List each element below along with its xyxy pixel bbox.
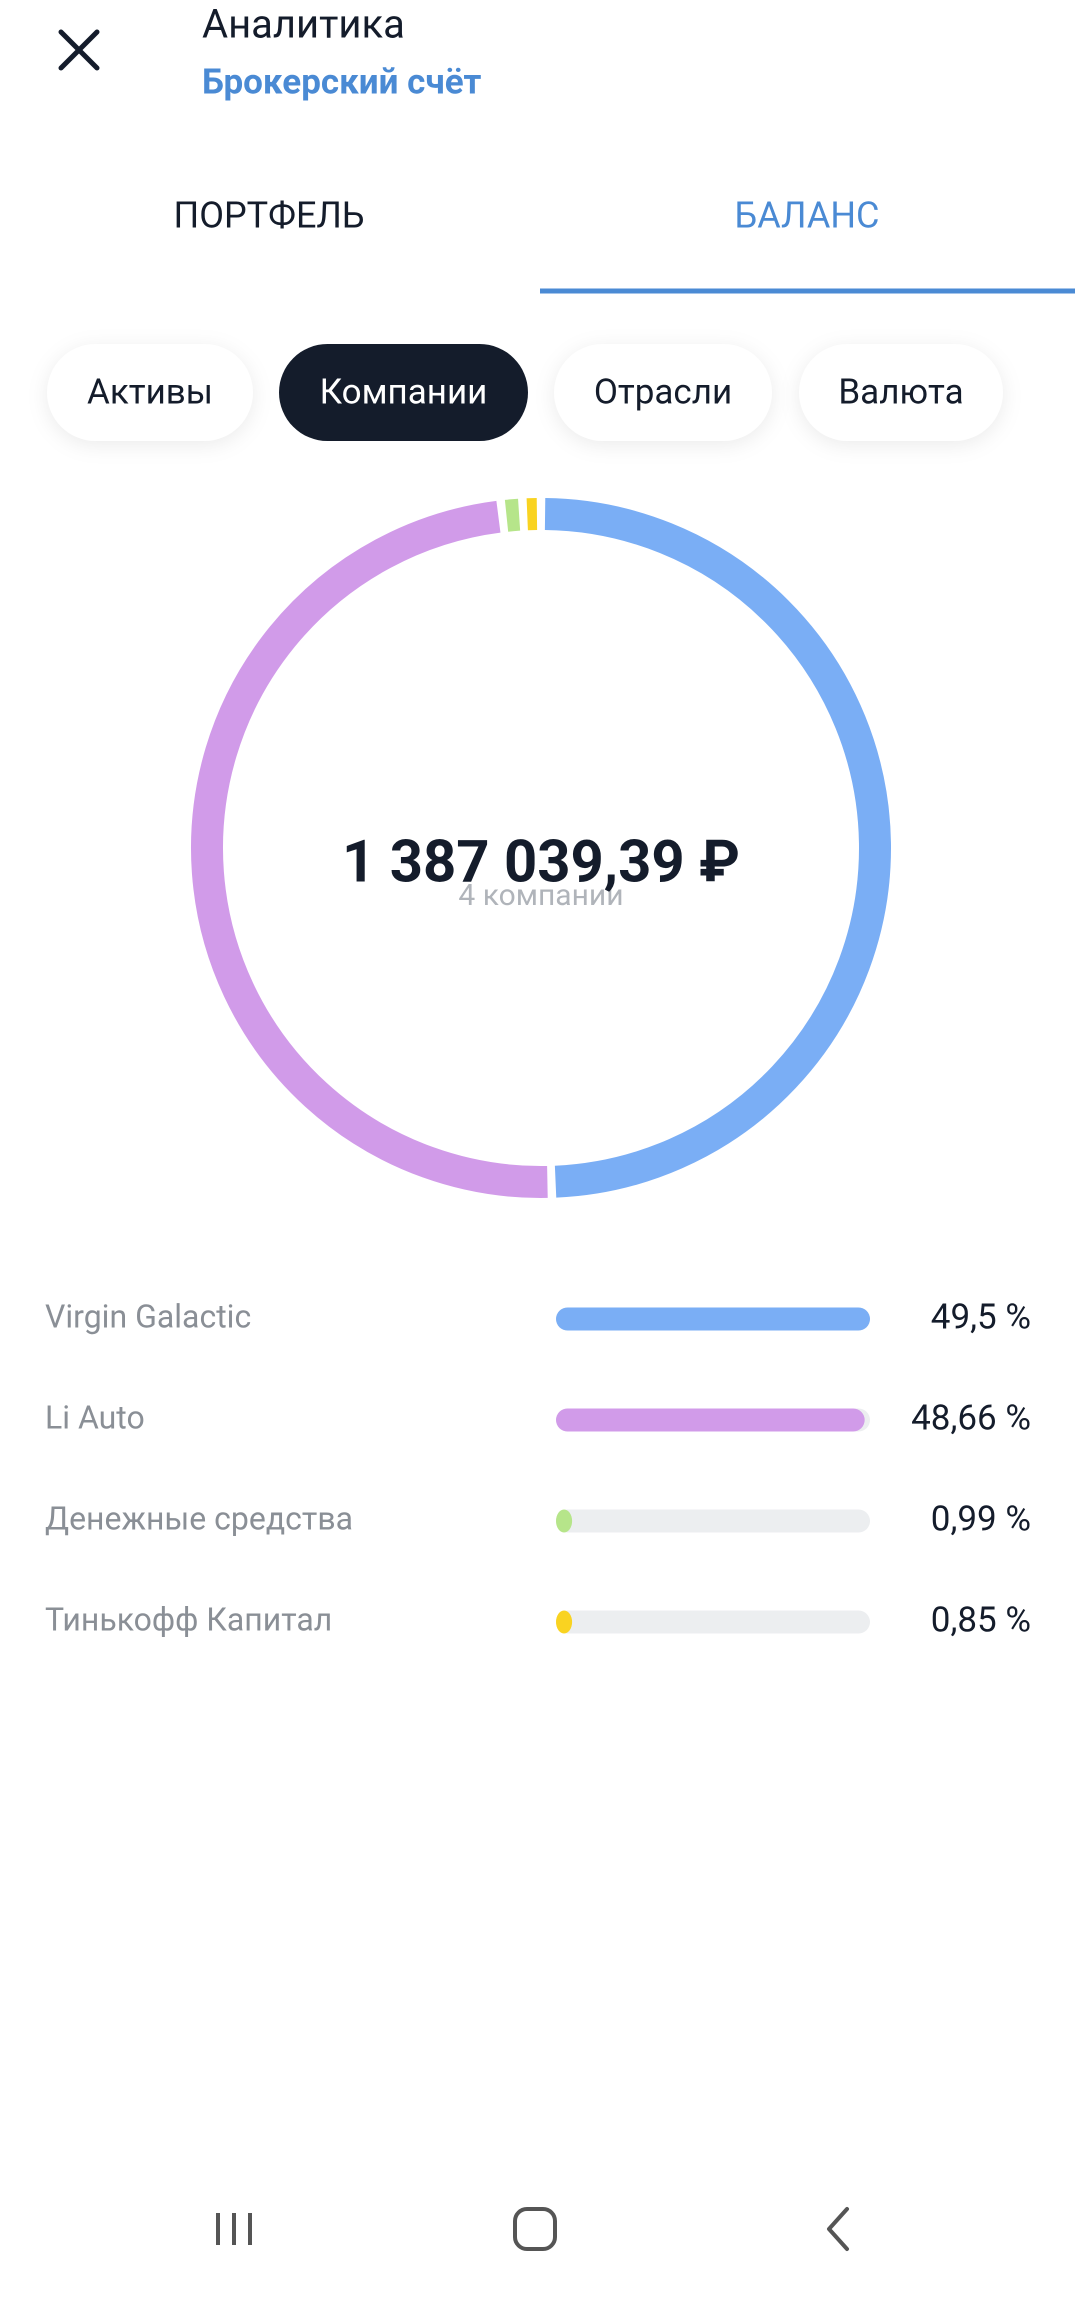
filter-chip[interactable]: Отрасли xyxy=(554,344,772,441)
legend-label: Li Auto xyxy=(45,1398,145,1436)
donut-segment xyxy=(507,515,520,516)
chip-label: Отрасли xyxy=(594,371,732,412)
filter-chip[interactable]: Компании xyxy=(279,344,528,441)
legend-label: Virgin Galactic xyxy=(45,1297,251,1335)
bar xyxy=(556,1409,865,1432)
bar xyxy=(556,1308,870,1331)
close-button[interactable] xyxy=(61,32,97,68)
nav-home[interactable] xyxy=(515,2209,555,2249)
filter-chip[interactable]: Активы xyxy=(47,344,253,441)
tab[interactable]: ПОРТФЕЛЬ xyxy=(174,195,365,237)
header-title: Аналитика xyxy=(202,1,405,48)
value-label: 48,66 % xyxy=(911,1397,1031,1438)
chip-label: Компании xyxy=(320,371,488,412)
chip-label: Валюта xyxy=(838,371,963,412)
filter-chip[interactable]: Валюта xyxy=(799,344,1003,441)
nav-back[interactable] xyxy=(829,2209,847,2249)
bar-track xyxy=(556,1510,870,1533)
value-label: 49,5 % xyxy=(931,1296,1031,1337)
legend-label: Тинькофф Капитал xyxy=(45,1600,332,1638)
value-label: 0,99 % xyxy=(931,1498,1031,1539)
nav-recent[interactable] xyxy=(218,2213,250,2245)
center-value: 1 387 039,39 ₽ xyxy=(342,828,740,896)
tab[interactable]: БАЛАНС xyxy=(735,195,880,237)
bar xyxy=(556,1611,572,1634)
chip-label: Активы xyxy=(87,371,213,412)
nav-bar xyxy=(218,2209,847,2249)
value-label: 0,85 % xyxy=(931,1599,1031,1640)
bar xyxy=(556,1510,572,1533)
header-subtitle: Брокерский счёт xyxy=(202,61,481,102)
legend-label: Денежные средства xyxy=(45,1499,353,1537)
bar-track xyxy=(556,1611,870,1634)
